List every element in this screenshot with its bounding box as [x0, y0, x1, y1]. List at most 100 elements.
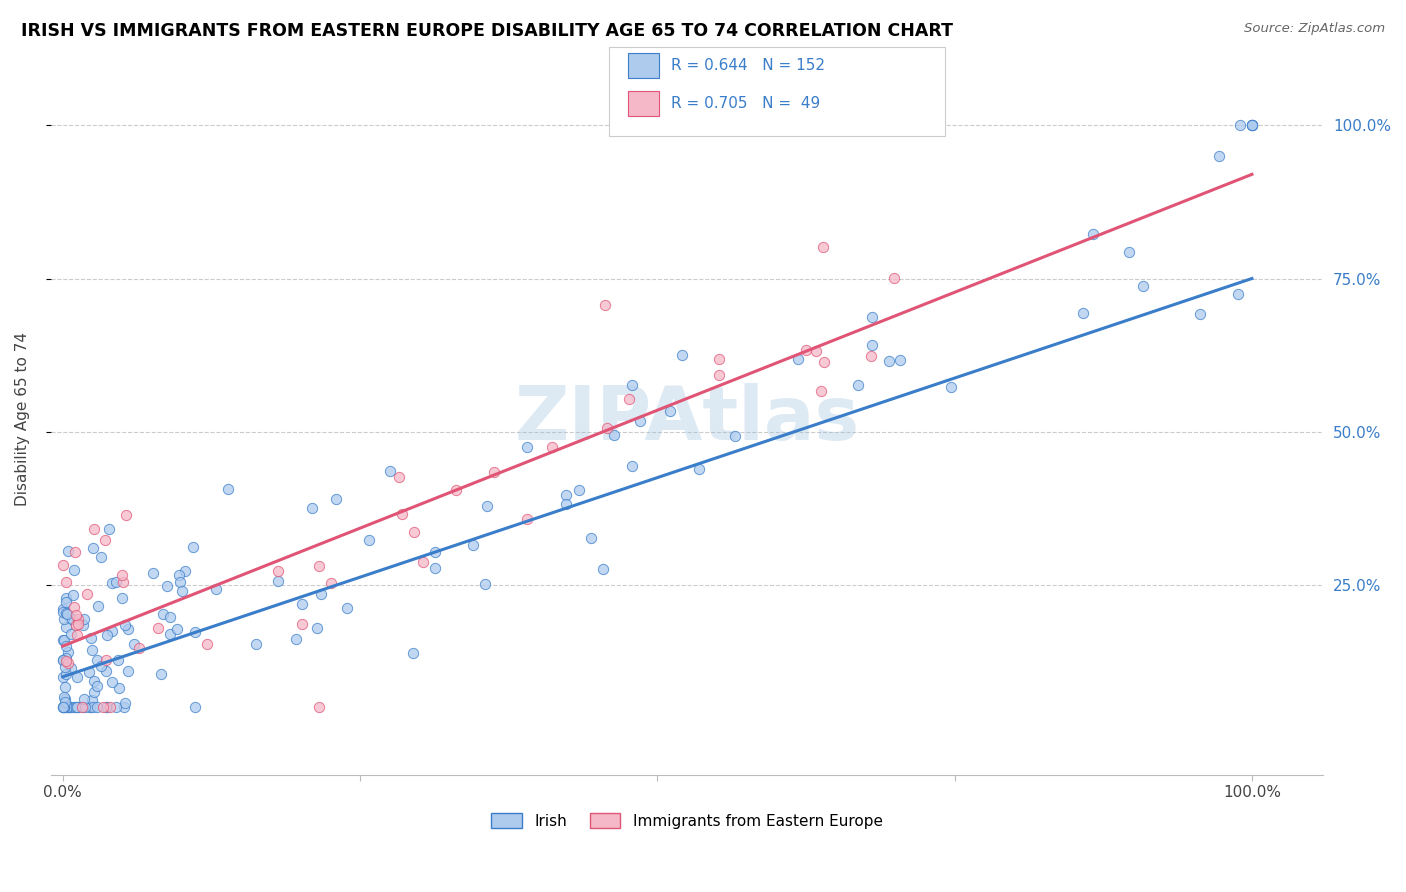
Point	[1240, 119, 1263, 133]
Point	[810, 384, 832, 398]
Point	[82, 541, 104, 556]
Point	[336, 601, 359, 615]
Point	[516, 512, 538, 526]
Point	[1240, 119, 1263, 133]
Point	[52, 690, 75, 705]
Point	[152, 607, 174, 621]
Point	[174, 564, 197, 578]
Point	[80, 643, 103, 657]
Point	[319, 575, 342, 590]
Point	[56, 700, 79, 714]
Point	[301, 500, 323, 515]
Point	[167, 567, 190, 582]
Point	[94, 700, 117, 714]
Point	[217, 483, 239, 497]
Point	[72, 617, 94, 632]
Point	[53, 660, 76, 674]
Point	[877, 354, 900, 368]
Point	[883, 270, 905, 285]
Point	[96, 628, 118, 642]
Point	[159, 627, 181, 641]
Point	[813, 355, 835, 369]
Point	[56, 544, 79, 558]
Point	[1132, 279, 1154, 293]
Point	[52, 605, 75, 619]
Point	[65, 700, 87, 714]
Point	[197, 636, 219, 650]
Point	[555, 497, 578, 511]
Point	[90, 549, 112, 564]
Point	[52, 632, 75, 647]
Point	[391, 507, 413, 521]
Point	[55, 667, 77, 681]
Point	[56, 607, 79, 621]
Point	[66, 700, 89, 714]
Point	[79, 631, 101, 645]
Point	[52, 653, 75, 667]
Point	[110, 568, 132, 582]
Point	[474, 577, 496, 591]
Text: R = 0.644   N = 152: R = 0.644 N = 152	[671, 58, 825, 72]
Point	[184, 700, 207, 714]
Point	[1240, 119, 1263, 133]
Point	[110, 591, 132, 606]
Point	[101, 624, 124, 639]
Point	[593, 298, 616, 312]
Point	[285, 632, 308, 646]
Point	[291, 617, 314, 632]
Point	[55, 574, 77, 589]
Point	[1118, 244, 1140, 259]
Point	[86, 653, 108, 667]
Point	[67, 700, 90, 714]
Point	[621, 378, 644, 392]
Point	[603, 428, 626, 442]
Point	[93, 533, 115, 547]
Point	[96, 653, 118, 667]
Point	[66, 670, 89, 684]
Point	[122, 636, 145, 650]
Point	[52, 700, 75, 714]
Text: IRISH VS IMMIGRANTS FROM EASTERN EUROPE DISABILITY AGE 65 TO 74 CORRELATION CHAR: IRISH VS IMMIGRANTS FROM EASTERN EUROPE …	[21, 22, 953, 40]
Point	[79, 700, 101, 714]
Point	[461, 538, 484, 552]
Point	[53, 692, 76, 706]
Point	[305, 621, 328, 635]
Point	[55, 606, 77, 620]
Text: R = 0.705   N =  49: R = 0.705 N = 49	[671, 96, 820, 111]
Point	[53, 700, 76, 714]
Point	[79, 700, 101, 714]
Point	[568, 483, 591, 497]
Point	[115, 508, 138, 522]
Point	[65, 628, 87, 642]
Point	[66, 611, 89, 625]
Point	[62, 611, 84, 625]
Point	[628, 414, 651, 428]
Point	[484, 465, 506, 479]
Point	[73, 700, 96, 714]
Point	[96, 700, 118, 714]
Point	[55, 654, 77, 668]
Point	[53, 700, 76, 714]
Point	[786, 351, 808, 366]
Point	[689, 462, 711, 476]
Point	[108, 681, 131, 695]
Point	[56, 656, 79, 670]
Point	[204, 582, 226, 596]
Point	[267, 574, 290, 589]
Point	[90, 658, 112, 673]
Point	[59, 611, 82, 625]
Point	[104, 700, 127, 714]
Point	[380, 464, 402, 478]
Point	[73, 691, 96, 706]
Point	[159, 610, 181, 624]
Point	[76, 586, 98, 600]
Point	[412, 556, 434, 570]
Point	[100, 675, 122, 690]
Point	[62, 599, 84, 614]
Point	[291, 597, 314, 611]
Point	[128, 641, 150, 656]
Point	[56, 700, 79, 714]
Point	[65, 607, 87, 622]
Point	[70, 700, 93, 714]
Point	[112, 574, 135, 589]
